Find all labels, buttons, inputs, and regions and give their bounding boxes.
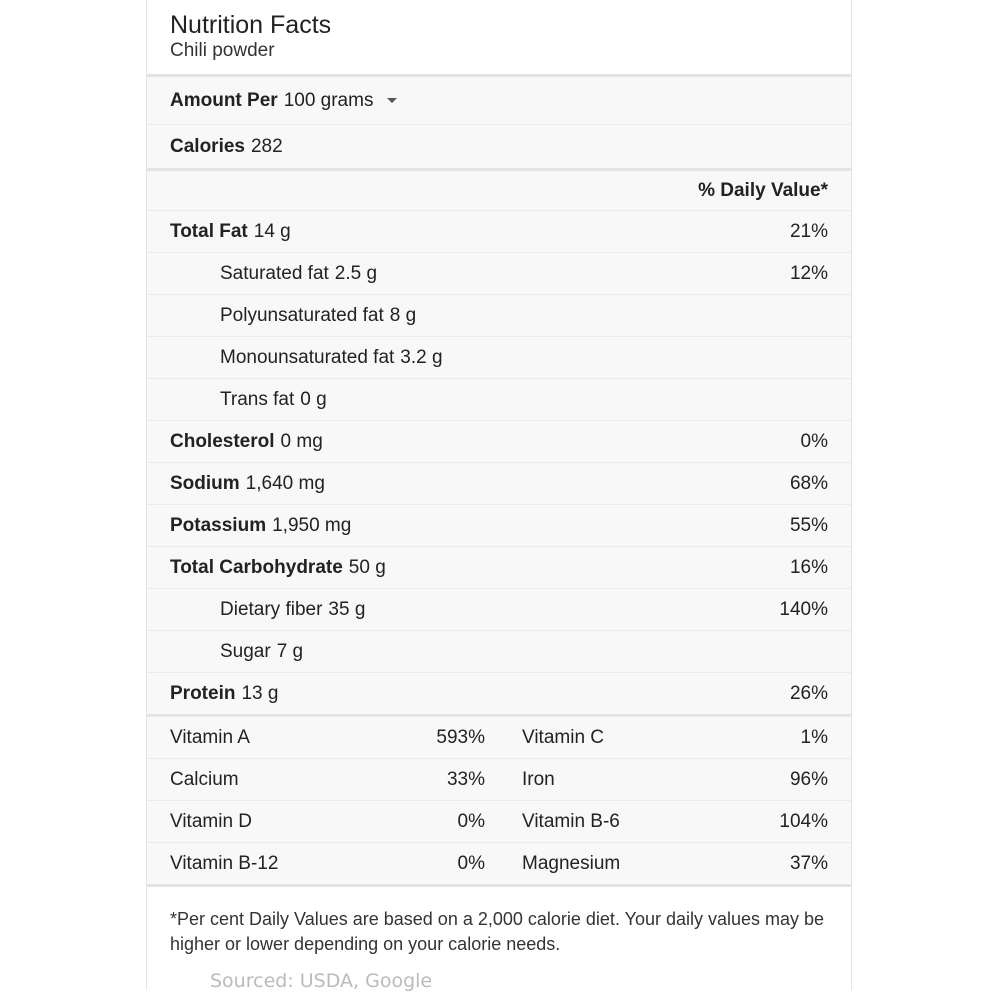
nutrient-amount: 14 g — [253, 220, 291, 242]
calories-row: Calories 282 — [147, 124, 851, 168]
nutrient-label: Potassium — [170, 514, 267, 536]
vitamin-cell: Vitamin C 1% — [499, 727, 851, 749]
vitamin-label: Vitamin D — [170, 810, 253, 832]
vitamin-daily-value: 0% — [457, 852, 485, 874]
vitamin-row: Vitamin D 0% Vitamin B-6 104% — [147, 800, 851, 842]
nutrient-label: Monounsaturated fat — [220, 346, 395, 368]
nutrient-row: Cholesterol 0 mg 0% — [147, 420, 851, 462]
nutrient-label: Dietary fiber — [220, 598, 323, 620]
vitamin-label: Vitamin B-12 — [170, 852, 279, 874]
vitamin-daily-value: 37% — [789, 852, 828, 874]
nutrient-list: Total Fat 14 g 21% Saturated fat 2.5 g 12% Pol… — [147, 210, 851, 714]
nutrient-amount: 2.5 g — [334, 262, 378, 284]
nutrient-amount: 50 g — [348, 556, 386, 578]
vitamin-list: Vitamin A 593% Vitamin C 1% Calcium 33% Iron 96… — [147, 714, 851, 884]
nutrient-daily-value: 68% — [789, 472, 828, 494]
daily-value-header: % Daily Value* — [147, 168, 851, 210]
vitamin-cell: Vitamin D 0% — [147, 811, 499, 833]
vitamin-row: Vitamin A 593% Vitamin C 1% — [147, 716, 851, 758]
nutrient-label: Sodium — [170, 472, 240, 494]
nutrient-row: Total Carbohydrate 50 g 16% — [147, 546, 851, 588]
vitamin-label: Calcium — [170, 768, 239, 790]
vitamin-label: Magnesium — [522, 852, 621, 874]
daily-value-label: % Daily Value* — [698, 179, 828, 201]
vitamin-label: Vitamin A — [170, 726, 250, 748]
nutrient-amount: 8 g — [389, 304, 417, 326]
nutrient-daily-value: 0% — [800, 430, 828, 452]
serving-size-selector[interactable]: Amount Per 100 grams — [147, 74, 851, 124]
dropdown-caret-icon[interactable] — [387, 98, 398, 103]
vitamin-label: Iron — [522, 768, 555, 790]
nutrient-row: Dietary fiber 35 g 140% — [147, 588, 851, 630]
calories-value: 282 — [250, 135, 283, 157]
vitamin-cell: Vitamin B-12 0% — [147, 853, 499, 875]
vitamin-row: Calcium 33% Iron 96% — [147, 758, 851, 800]
source-attribution: Sourced: USDA, Google — [210, 970, 433, 992]
nutrient-label: Protein — [170, 682, 236, 704]
serving-size-value[interactable]: 100 grams — [283, 89, 374, 111]
card-header: Nutrition Facts Chili powder — [147, 0, 851, 74]
nutrient-daily-value: 21% — [789, 220, 828, 242]
vitamin-daily-value: 0% — [457, 810, 485, 832]
nutrient-row: Sugar 7 g — [147, 630, 851, 672]
nutrient-label: Saturated fat — [220, 262, 329, 284]
vitamin-daily-value: 1% — [800, 726, 828, 748]
nutrition-facts-card: Nutrition Facts Chili powder Amount Per … — [146, 0, 852, 992]
nutrient-amount: 3.2 g — [400, 346, 443, 368]
nutrient-daily-value: 140% — [779, 598, 828, 620]
vitamin-cell: Vitamin B-6 104% — [499, 811, 851, 833]
nutrient-row: Potassium 1,950 mg 55% — [147, 504, 851, 546]
vitamin-daily-value: 96% — [789, 768, 828, 790]
food-name: Chili powder — [170, 40, 275, 61]
nutrient-amount: 0 g — [300, 388, 327, 410]
vitamin-label: Vitamin B-6 — [522, 810, 620, 832]
vitamin-cell: Calcium 33% — [147, 769, 499, 791]
nutrient-label: Trans fat — [220, 388, 295, 410]
nutrient-row: Monounsaturated fat 3.2 g — [147, 336, 851, 378]
vitamin-daily-value: 593% — [436, 726, 485, 748]
amount-label: Amount Per — [170, 89, 278, 111]
nutrient-amount: 1,640 mg — [245, 472, 325, 494]
nutrient-row: Trans fat 0 g — [147, 378, 851, 420]
vitamin-cell: Iron 96% — [499, 769, 851, 791]
nutrient-daily-value: 16% — [789, 556, 828, 578]
nutrient-amount: 35 g — [328, 598, 366, 620]
footnote: *Per cent Daily Values are based on a 2,… — [170, 909, 825, 954]
nutrient-row: Saturated fat 2.5 g 12% — [147, 252, 851, 294]
nutrient-amount: 1,950 mg — [272, 514, 352, 536]
vitamin-label: Vitamin C — [522, 726, 605, 748]
nutrient-label: Cholesterol — [170, 430, 275, 452]
nutrient-daily-value: 12% — [789, 262, 828, 284]
nutrient-daily-value: 26% — [789, 682, 828, 704]
nutrient-label: Sugar — [220, 640, 271, 662]
nutrient-daily-value: 55% — [789, 514, 828, 536]
nutrient-row: Polyunsaturated fat 8 g — [147, 294, 851, 336]
nutrient-amount: 13 g — [241, 682, 279, 704]
nutrient-row: Total Fat 14 g 21% — [147, 210, 851, 252]
vitamin-row: Vitamin B-12 0% Magnesium 37% — [147, 842, 851, 884]
vitamin-cell: Vitamin A 593% — [147, 727, 499, 749]
vitamin-daily-value: 33% — [446, 768, 485, 790]
nutrient-amount: 0 mg — [280, 430, 323, 452]
footnote-section: *Per cent Daily Values are based on a 2,… — [147, 884, 851, 994]
vitamin-daily-value: 104% — [779, 810, 828, 832]
nutrient-label: Polyunsaturated fat — [220, 304, 384, 326]
nutrient-amount: 7 g — [276, 640, 304, 662]
calories-label: Calories — [170, 135, 245, 157]
title: Nutrition Facts — [170, 11, 332, 39]
nutrient-row: Protein 13 g 26% — [147, 672, 851, 714]
nutrient-label: Total Carbohydrate — [170, 556, 343, 578]
nutrient-row: Sodium 1,640 mg 68% — [147, 462, 851, 504]
vitamin-cell: Magnesium 37% — [499, 853, 851, 875]
nutrient-label: Total Fat — [170, 220, 248, 242]
